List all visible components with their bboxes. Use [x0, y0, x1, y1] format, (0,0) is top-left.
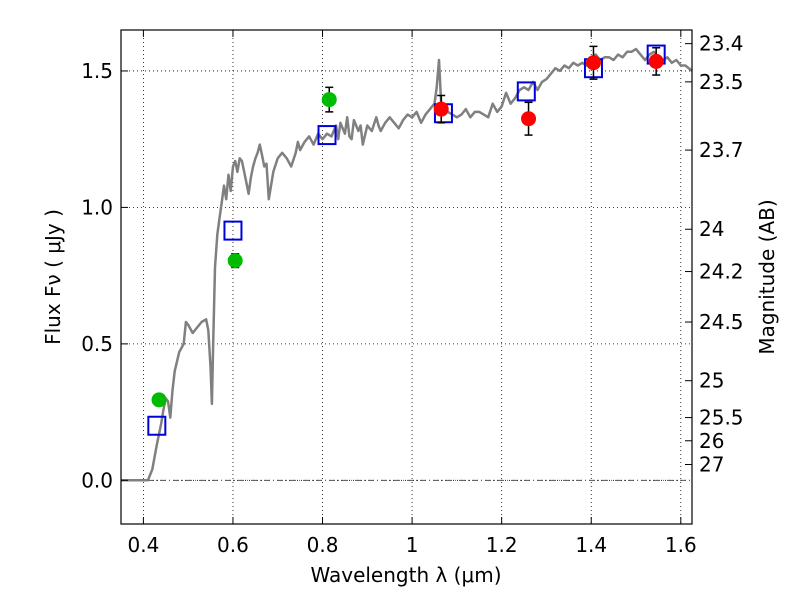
- spectrum-line: [121, 47, 693, 482]
- right-tick-label: 23.4: [699, 32, 744, 56]
- y-axis-ticks: 0.0 0.5 1.0 1.5: [81, 59, 128, 492]
- red-data-point: [648, 53, 664, 69]
- right-tick-label: 27: [699, 453, 724, 477]
- x-axis-label: Wavelength λ (μm): [310, 563, 501, 587]
- y-tick-label: 0.0: [81, 468, 113, 492]
- red-data-point: [521, 111, 537, 127]
- spectrum-layer: [121, 47, 693, 482]
- x-tick-label: 1.2: [486, 533, 518, 557]
- model-square-marker: [516, 81, 536, 102]
- y-tick-label: 0.5: [81, 332, 113, 356]
- red-data-point: [433, 101, 449, 117]
- right-tick-label: 24.5: [699, 310, 744, 334]
- right-tick-label: 24: [699, 217, 724, 241]
- photometry-points-layer: [151, 45, 664, 408]
- green-data-point: [321, 92, 337, 108]
- x-tick-label: 0.4: [127, 533, 159, 557]
- x-axis-ticks: 0.4 0.6 0.8 1 1.2 1.4 1.6: [127, 30, 697, 557]
- plot-frame: [120, 29, 693, 525]
- x-tick-label: 1.4: [575, 533, 607, 557]
- plot-area-background: [121, 30, 692, 524]
- right-tick-label: 25: [699, 369, 724, 393]
- y-tick-label: 1.0: [81, 195, 113, 219]
- right-tick-label: 24.2: [699, 260, 744, 284]
- red-data-point: [585, 55, 601, 71]
- x-tick-label: 0.6: [217, 533, 249, 557]
- green-data-point: [227, 253, 243, 269]
- model-square-marker: [147, 415, 167, 436]
- right-tick-label: 23.5: [699, 70, 744, 94]
- right-tick-label: 25.5: [699, 406, 744, 430]
- right-tick-label: 23.7: [699, 138, 744, 162]
- y-axis-label: Flux Fν ( μJy ): [41, 209, 65, 345]
- model-square-marker: [223, 220, 243, 241]
- model-square-marker: [317, 125, 337, 146]
- right-tick-label: 26: [699, 429, 724, 453]
- y-tick-label: 1.5: [81, 59, 113, 83]
- green-data-point: [151, 392, 167, 408]
- x-tick-label: 1: [406, 533, 419, 557]
- right-axis-label: Magnitude (AB): [755, 199, 779, 354]
- x-tick-label: 1.6: [665, 533, 697, 557]
- x-tick-label: 0.8: [307, 533, 339, 557]
